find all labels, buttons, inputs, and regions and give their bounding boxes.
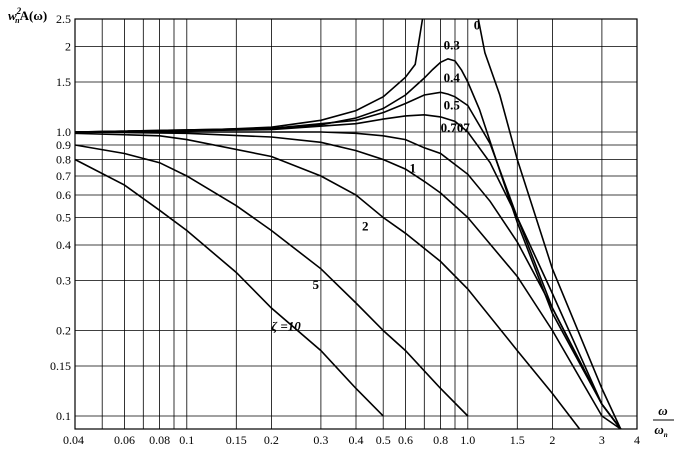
x-tick-label: 0.6 <box>398 433 413 447</box>
curve-label-0-5: 0.5 <box>444 98 461 113</box>
y-tick-label: 2 <box>65 40 71 54</box>
x-tick-label: 0.1 <box>179 433 194 447</box>
curve-label-2: 2 <box>362 219 369 234</box>
xlabel-numerator: ω <box>658 403 667 418</box>
y-tick-label: 0.8 <box>56 153 71 167</box>
curve-zeta-0-4 <box>74 91 622 430</box>
y-tick-label: 0.1 <box>56 409 71 423</box>
y-tick-label: 0.2 <box>56 324 71 338</box>
curve-zeta-0-5 <box>74 113 622 430</box>
curve-zeta-5 <box>74 144 469 417</box>
y-tick-label: 0.15 <box>50 359 71 373</box>
x-tick-labels: 0.04 0.06 0.08 0.1 0.15 0.2 0.3 0.4 0.5 0.6 0.8 1.0… <box>63 433 640 447</box>
x-tick-label: 0.08 <box>149 433 170 447</box>
curve-label-0-3: 0.3 <box>444 38 461 53</box>
y-tick-label: 0.6 <box>56 188 71 202</box>
curve-zeta-1 <box>74 131 622 430</box>
curve-zeta-0 <box>477 18 622 430</box>
curve-label-0-4: 0.4 <box>444 70 461 85</box>
y-tick-label: 0.3 <box>56 274 71 288</box>
curves <box>74 18 622 430</box>
y-tick-label: 1.0 <box>56 125 71 139</box>
curve-label-5: 5 <box>313 277 320 292</box>
x-tick-label: 3 <box>599 433 605 447</box>
y-tick-label: 2.5 <box>56 12 71 26</box>
curve-label-10: ζ =10 <box>271 319 301 334</box>
y-tick-label: 0.7 <box>56 169 71 183</box>
ylabel-rest: A(ω) <box>20 8 48 23</box>
curve-zeta-10 <box>74 158 384 417</box>
x-tick-label: 0.8 <box>433 433 448 447</box>
ylabel-sup: 2 <box>16 6 22 16</box>
xlabel-denominator-sub: n <box>664 431 668 439</box>
x-tick-label: 1.0 <box>460 433 475 447</box>
y-tick-labels: 0.1 0.15 0.2 0.3 0.4 0.5 0.6 0.7 0.80.91.0 1.5 2 2.… <box>50 12 71 423</box>
ylabel-sub: n <box>15 16 20 25</box>
y-axis-label: w2 nA(ω) <box>8 6 47 25</box>
x-tick-label: 0.4 <box>349 433 364 447</box>
plot-frame <box>74 18 638 430</box>
x-tick-label: 0.15 <box>226 433 247 447</box>
xlabel-denominator: ω <box>654 422 663 437</box>
curve-zeta-0-3 <box>74 57 622 430</box>
x-tick-label: 4 <box>634 433 640 447</box>
x-tick-label: 0.5 <box>376 433 391 447</box>
y-tick-label: 0.5 <box>56 211 71 225</box>
x-tick-label: 0.04 <box>63 433 84 447</box>
curve-zeta-0 <box>74 18 424 133</box>
curve-labels: 0 0.3 0.4 0.5 0.707 1 2 5 ζ =10 <box>271 17 480 333</box>
curve-label-0-707: 0.707 <box>441 120 471 135</box>
curve-label-1: 1 <box>410 161 417 176</box>
y-tick-label: 1.5 <box>56 75 71 89</box>
curve-zeta-2 <box>74 132 581 430</box>
x-tick-label: 0.06 <box>114 433 135 447</box>
y-tick-label: 0.9 <box>56 138 71 152</box>
x-tick-label: 2 <box>549 433 555 447</box>
ylabel-base: w <box>8 8 17 23</box>
x-tick-label: 0.3 <box>313 433 328 447</box>
y-tick-label: 0.4 <box>56 238 71 252</box>
x-axis-label: ω ωn <box>653 403 674 439</box>
x-tick-label: 0.2 <box>264 433 279 447</box>
x-tick-label: 1.5 <box>510 433 525 447</box>
grid <box>75 19 637 429</box>
curve-label-0: 0 <box>474 17 481 32</box>
svg-text:ωn: ωn <box>654 422 667 439</box>
curve-zeta-0-707 <box>75 131 622 430</box>
